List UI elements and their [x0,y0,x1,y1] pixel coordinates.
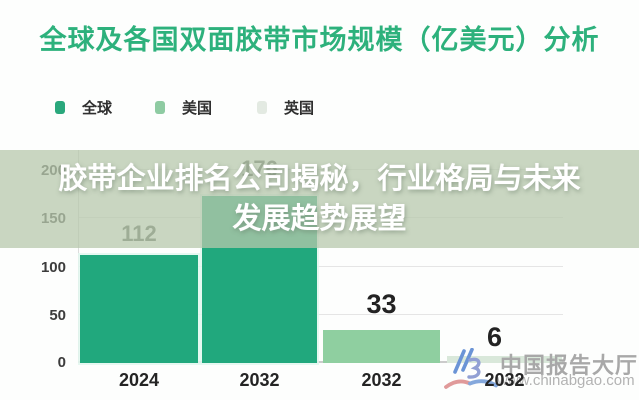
legend-item-us: 美国 [155,97,212,118]
headline-line-2: 发展趋势展望 [232,203,407,235]
legend-item-uk: 英国 [257,97,314,118]
gridline-50 [79,314,563,315]
x-axis-label-2032-us: 2032 [361,370,402,390]
legend-item-global: 全球 [55,97,112,118]
headline-overlay: 胶带企业排名公司揭秘，行业格局与未来 发展趋势展望 [0,150,639,248]
x-axis-label-2024: 2024 [118,370,160,390]
x-axis-baseline [78,361,565,363]
y-axis-tick-100: 100 [40,259,66,276]
bar-global-2024 [80,255,198,363]
legend-marker-us [155,101,165,114]
legend-label-us: 美国 [182,100,213,117]
bar-us-2032 [323,330,440,363]
chinabgao-logo-icon [444,348,498,389]
page-title: 全球及各国双面胶带市场规模（亿美元）分析 [39,25,600,55]
headline-line-1: 胶带企业排名公司揭秘，行业格局与未来 [58,163,581,195]
bar-uk-2032 [447,356,562,363]
legend-marker-global [55,101,65,114]
legend-label-global: 全球 [82,100,113,117]
x-axis-label-2032-global: 2032 [239,370,280,390]
y-axis-tick-50: 50 [49,307,66,324]
legend-marker-uk [257,101,267,114]
watermark-url: www.chinabgao.com [497,372,635,389]
y-axis-tick-0: 0 [57,354,66,371]
x-axis-label-2032-uk: 2032 [484,370,525,390]
gridline-100 [79,266,563,267]
legend-label-uk: 英国 [284,100,315,117]
watermark-brand: 中国报告大厅 [500,353,639,378]
value-label-us-2032: 33 [366,289,397,319]
y-axis-line [78,150,79,363]
value-label-uk-2032: 6 [486,322,503,352]
